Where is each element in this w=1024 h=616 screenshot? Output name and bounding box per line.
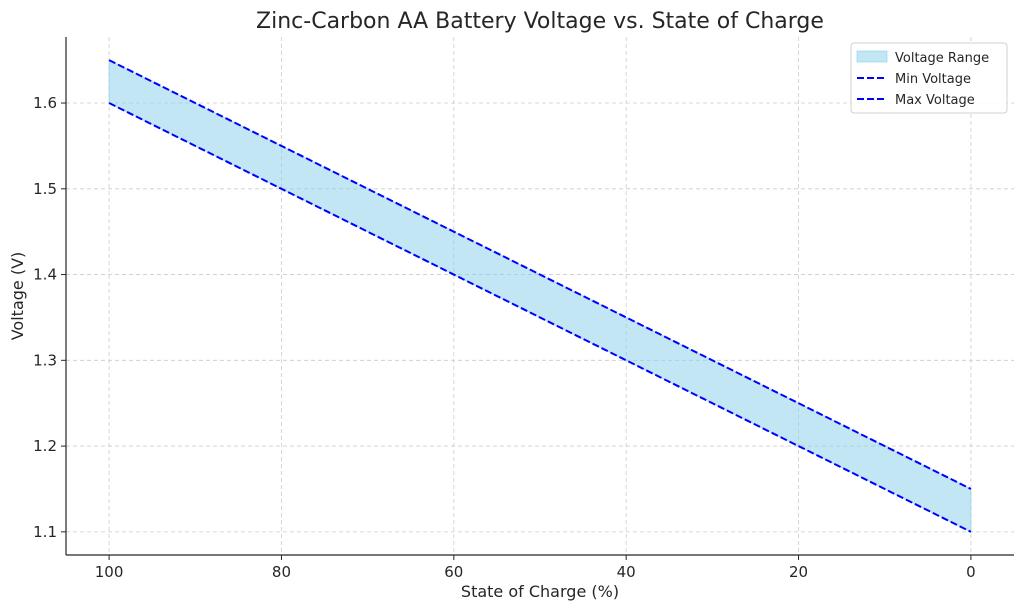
legend-swatch [856,50,888,63]
voltage-range-band [108,59,972,533]
legend-label: Voltage Range [895,51,989,66]
y-tick-label: 1.4 [33,266,57,284]
y-axis-label: Voltage (V) [8,252,27,341]
plot-layer [108,59,972,533]
x-tick-label: 0 [966,563,976,581]
x-tick-label: 80 [272,563,291,581]
ticks-layer: 100 80 60 40 20 0 1.1 1.2 1.3 1.4 1.5 1.6 [33,94,976,581]
y-tick-label: 1.2 [33,437,57,455]
x-tick-label: 100 [95,563,124,581]
x-axis-label: State of Charge (%) [461,582,619,601]
y-tick-label: 1.5 [33,180,57,198]
axes-layer [65,37,1014,556]
y-tick-label: 1.3 [33,351,57,369]
legend: Voltage Range Min Voltage Max Voltage [850,42,1008,114]
x-tick-label: 20 [789,563,808,581]
chart-title: Zinc-Carbon AA Battery Voltage vs. State… [256,9,824,34]
legend-label: Min Voltage [895,72,971,87]
x-tick-label: 40 [617,563,636,581]
min-voltage-line [108,102,972,533]
max-voltage-line [108,59,972,490]
legend-label: Max Voltage [895,93,975,108]
legend-box [850,42,1008,114]
y-tick-label: 1.1 [33,523,57,541]
x-tick-label: 60 [444,563,463,581]
y-tick-label: 1.6 [33,94,57,112]
grid-layer [66,37,1014,555]
